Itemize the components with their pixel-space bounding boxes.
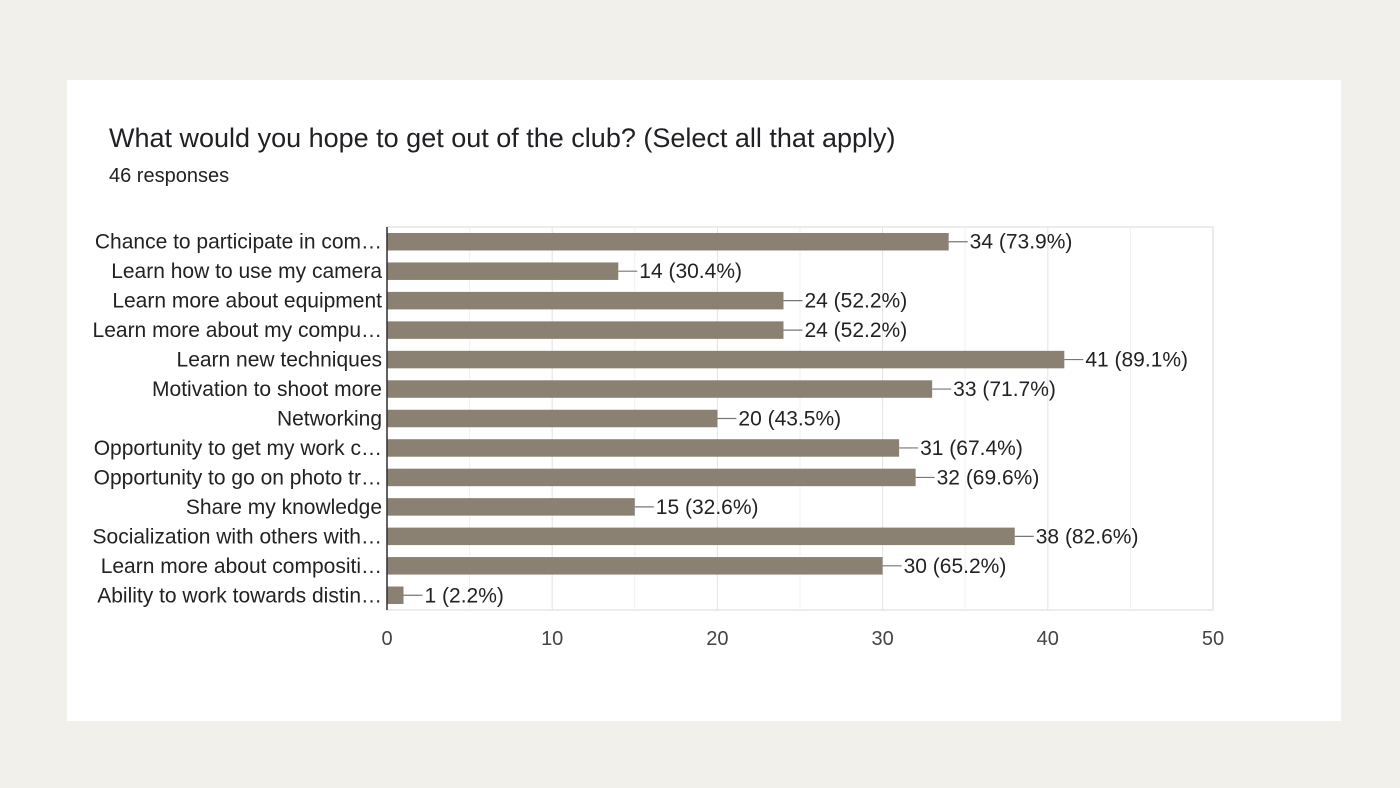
bar[interactable] — [387, 262, 619, 280]
x-tick-label: 50 — [1202, 628, 1224, 650]
bar[interactable] — [387, 586, 404, 605]
category-label: Learn new techniques — [177, 349, 382, 372]
data-label: 1 (2.2%) — [425, 584, 504, 607]
bar[interactable] — [387, 232, 949, 251]
chart-title: What would you hope to get out of the cl… — [109, 123, 896, 153]
data-label: 15 (32.6%) — [656, 496, 759, 519]
category-label: Opportunity to go on photo tr… — [94, 466, 382, 489]
category-label: Learn how to use my camera — [111, 260, 382, 283]
category-label: Learn more about compositi… — [101, 555, 382, 578]
x-tick-label: 30 — [871, 628, 893, 650]
category-label: Motivation to shoot more — [152, 378, 382, 401]
data-label: 31 (67.4%) — [920, 437, 1023, 460]
data-label: 24 (52.2%) — [804, 290, 907, 313]
bar[interactable] — [387, 291, 784, 310]
data-label: 20 (43.5%) — [738, 408, 841, 431]
bar[interactable] — [387, 527, 1015, 546]
x-tick-label: 40 — [1037, 628, 1059, 650]
x-tick-label: 0 — [381, 628, 392, 650]
bar[interactable] — [387, 350, 1065, 369]
x-tick-label: 20 — [706, 628, 728, 650]
data-label: 34 (73.9%) — [970, 231, 1073, 254]
x-tick-label: 10 — [541, 628, 563, 650]
data-label: 24 (52.2%) — [804, 319, 907, 342]
bar[interactable] — [387, 409, 718, 428]
bar[interactable] — [387, 557, 883, 575]
category-label: Share my knowledge — [186, 496, 382, 519]
category-label: Learn more about equipment — [112, 290, 382, 313]
category-label: Opportunity to get my work c… — [94, 437, 382, 460]
category-label: Ability to work towards distin… — [97, 584, 382, 607]
data-label: 32 (69.6%) — [937, 466, 1040, 489]
chart-card — [67, 80, 1341, 721]
response-count: 46 responses — [109, 165, 230, 187]
category-label: Networking — [277, 408, 382, 431]
data-label: 30 (65.2%) — [904, 555, 1007, 578]
bar[interactable] — [387, 468, 916, 487]
bar[interactable] — [387, 498, 635, 516]
category-label: Learn more about my compu… — [93, 319, 382, 342]
data-label: 14 (30.4%) — [639, 260, 742, 283]
bar[interactable] — [387, 439, 900, 457]
bar[interactable] — [387, 380, 933, 398]
category-label: Chance to participate in com… — [95, 231, 382, 254]
bar[interactable] — [387, 321, 784, 339]
data-label: 41 (89.1%) — [1085, 349, 1188, 372]
data-label: 38 (82.6%) — [1036, 525, 1139, 548]
data-label: 33 (71.7%) — [953, 378, 1056, 401]
category-label: Socialization with others with… — [93, 525, 382, 548]
